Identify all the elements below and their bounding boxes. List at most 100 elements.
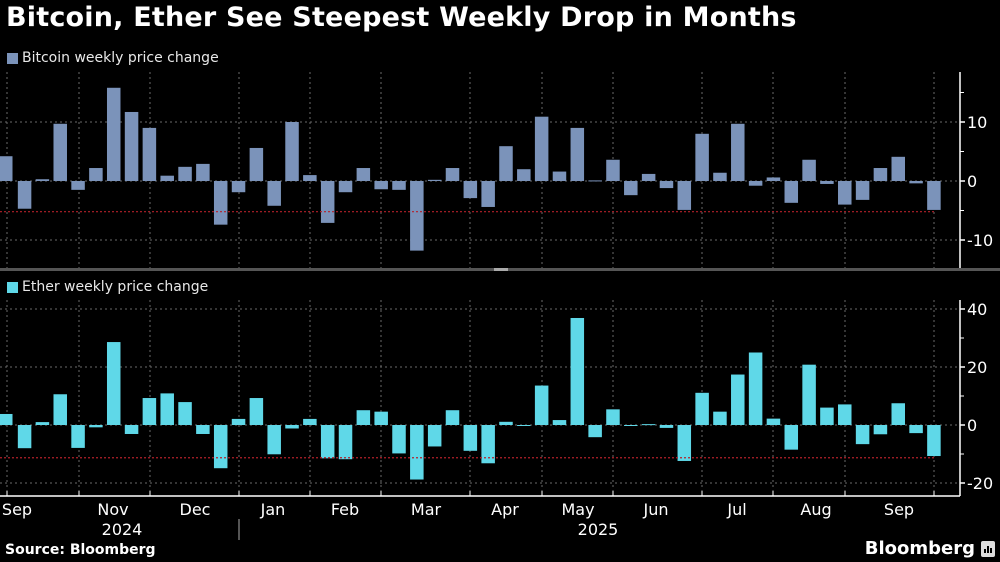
bar-bitcoin: [106, 87, 121, 181]
bar-ether: [231, 418, 246, 425]
y-tick-label: 0: [967, 416, 977, 435]
bar-ether: [748, 352, 763, 425]
bar-ether: [606, 409, 620, 425]
x-tick-label: Mar: [411, 500, 442, 519]
bar-bitcoin: [499, 146, 513, 181]
bar-ether: [641, 424, 656, 426]
legend-label-bitcoin: Bitcoin weekly price change: [22, 50, 219, 66]
bar-bitcoin: [89, 168, 103, 181]
x-tick-label: Feb: [331, 500, 359, 519]
bar-ether: [356, 410, 371, 425]
bar-bitcoin: [0, 156, 13, 181]
chart-title: Bitcoin, Ether See Steepest Weekly Drop …: [6, 2, 797, 33]
bar-bitcoin: [766, 177, 781, 181]
bar-bitcoin: [748, 181, 763, 186]
x-tick-label: Aug: [800, 500, 831, 519]
bar-ether: [552, 420, 567, 425]
legend-swatch-ether: [7, 281, 18, 293]
bar-bitcoin: [160, 175, 174, 181]
bar-bitcoin: [303, 175, 317, 181]
bar-ether: [106, 342, 121, 425]
bar-bitcoin: [142, 127, 157, 181]
bar-ether: [784, 425, 799, 450]
bar-ether: [927, 425, 941, 457]
bar-bitcoin: [124, 111, 139, 181]
bar-ether: [481, 425, 495, 464]
bar-bitcoin: [695, 133, 709, 181]
bar-bitcoin: [481, 181, 495, 207]
bar-bitcoin: [606, 159, 620, 181]
bar-ether: [17, 425, 32, 449]
bar-ether: [71, 425, 85, 448]
bar-ether: [677, 425, 692, 461]
bar-bitcoin: [517, 169, 531, 181]
source-note: Source: Bloomberg: [5, 542, 156, 558]
x-tick-label: Jun: [643, 500, 669, 519]
bar-ether: [534, 385, 549, 425]
bar-bitcoin: [659, 181, 674, 189]
bar-ether: [588, 425, 602, 438]
bar-bitcoin: [838, 181, 852, 205]
bar-ether: [410, 425, 424, 480]
bar-ether: [338, 425, 353, 460]
bar-bitcoin: [534, 116, 549, 181]
legend-bitcoin: Bitcoin weekly price change: [7, 50, 219, 66]
bar-bitcoin: [410, 181, 424, 251]
bar-bitcoin: [624, 181, 638, 196]
bar-ether: [178, 402, 192, 425]
bar-ether: [160, 393, 174, 425]
bar-ether: [838, 404, 852, 425]
bar-bitcoin: [802, 159, 816, 181]
bar-ether: [855, 425, 870, 445]
bar-bitcoin: [784, 181, 799, 203]
bar-ether: [659, 425, 674, 428]
bar-bitcoin: [927, 181, 941, 210]
bar-bitcoin: [463, 181, 478, 199]
bar-ether: [802, 364, 816, 425]
bar-ether: [624, 425, 638, 426]
bar-ether: [909, 425, 923, 434]
bar-ether: [213, 425, 228, 469]
y-tick-label: 40: [967, 300, 987, 319]
bar-bitcoin: [588, 180, 602, 182]
bar-bitcoin: [356, 168, 371, 181]
bar-ether: [124, 425, 139, 434]
x-tick-label: Jul: [726, 500, 746, 519]
bar-ether: [731, 374, 745, 425]
brand-name: Bloomberg: [864, 538, 975, 559]
bar-ether: [249, 398, 264, 425]
bar-bitcoin: [855, 181, 870, 200]
bar-ether: [0, 413, 13, 425]
x-tick-label: Sep: [884, 500, 914, 519]
bar-ether: [142, 398, 157, 425]
bar-bitcoin: [338, 181, 353, 193]
bar-bitcoin: [873, 168, 888, 181]
y-tick-label: -20: [967, 474, 993, 493]
bar-ether: [53, 394, 67, 425]
bar-ether: [89, 425, 103, 428]
y-tick-label: 0: [967, 172, 977, 191]
bar-ether: [196, 425, 210, 434]
bar-bitcoin: [570, 127, 585, 181]
bar-bitcoin: [35, 179, 50, 181]
bar-ether: [427, 425, 442, 447]
bar-ether: [267, 425, 281, 455]
bar-bitcoin: [71, 181, 85, 190]
bar-bitcoin: [374, 181, 388, 190]
bar-ether: [35, 422, 50, 425]
x-year-label: 2025: [578, 520, 619, 539]
bar-bitcoin: [231, 181, 246, 193]
bar-ether: [820, 407, 834, 425]
bar-bitcoin: [427, 179, 442, 181]
bar-bitcoin: [552, 171, 567, 181]
bar-bitcoin: [178, 166, 192, 181]
bar-bitcoin: [213, 181, 228, 225]
bar-bitcoin: [17, 181, 32, 209]
bar-ether: [463, 425, 478, 451]
bar-bitcoin: [320, 181, 335, 223]
bar-ether: [891, 403, 905, 425]
bar-ether: [570, 317, 585, 425]
bar-bitcoin: [392, 181, 406, 190]
bar-ether: [499, 421, 513, 425]
